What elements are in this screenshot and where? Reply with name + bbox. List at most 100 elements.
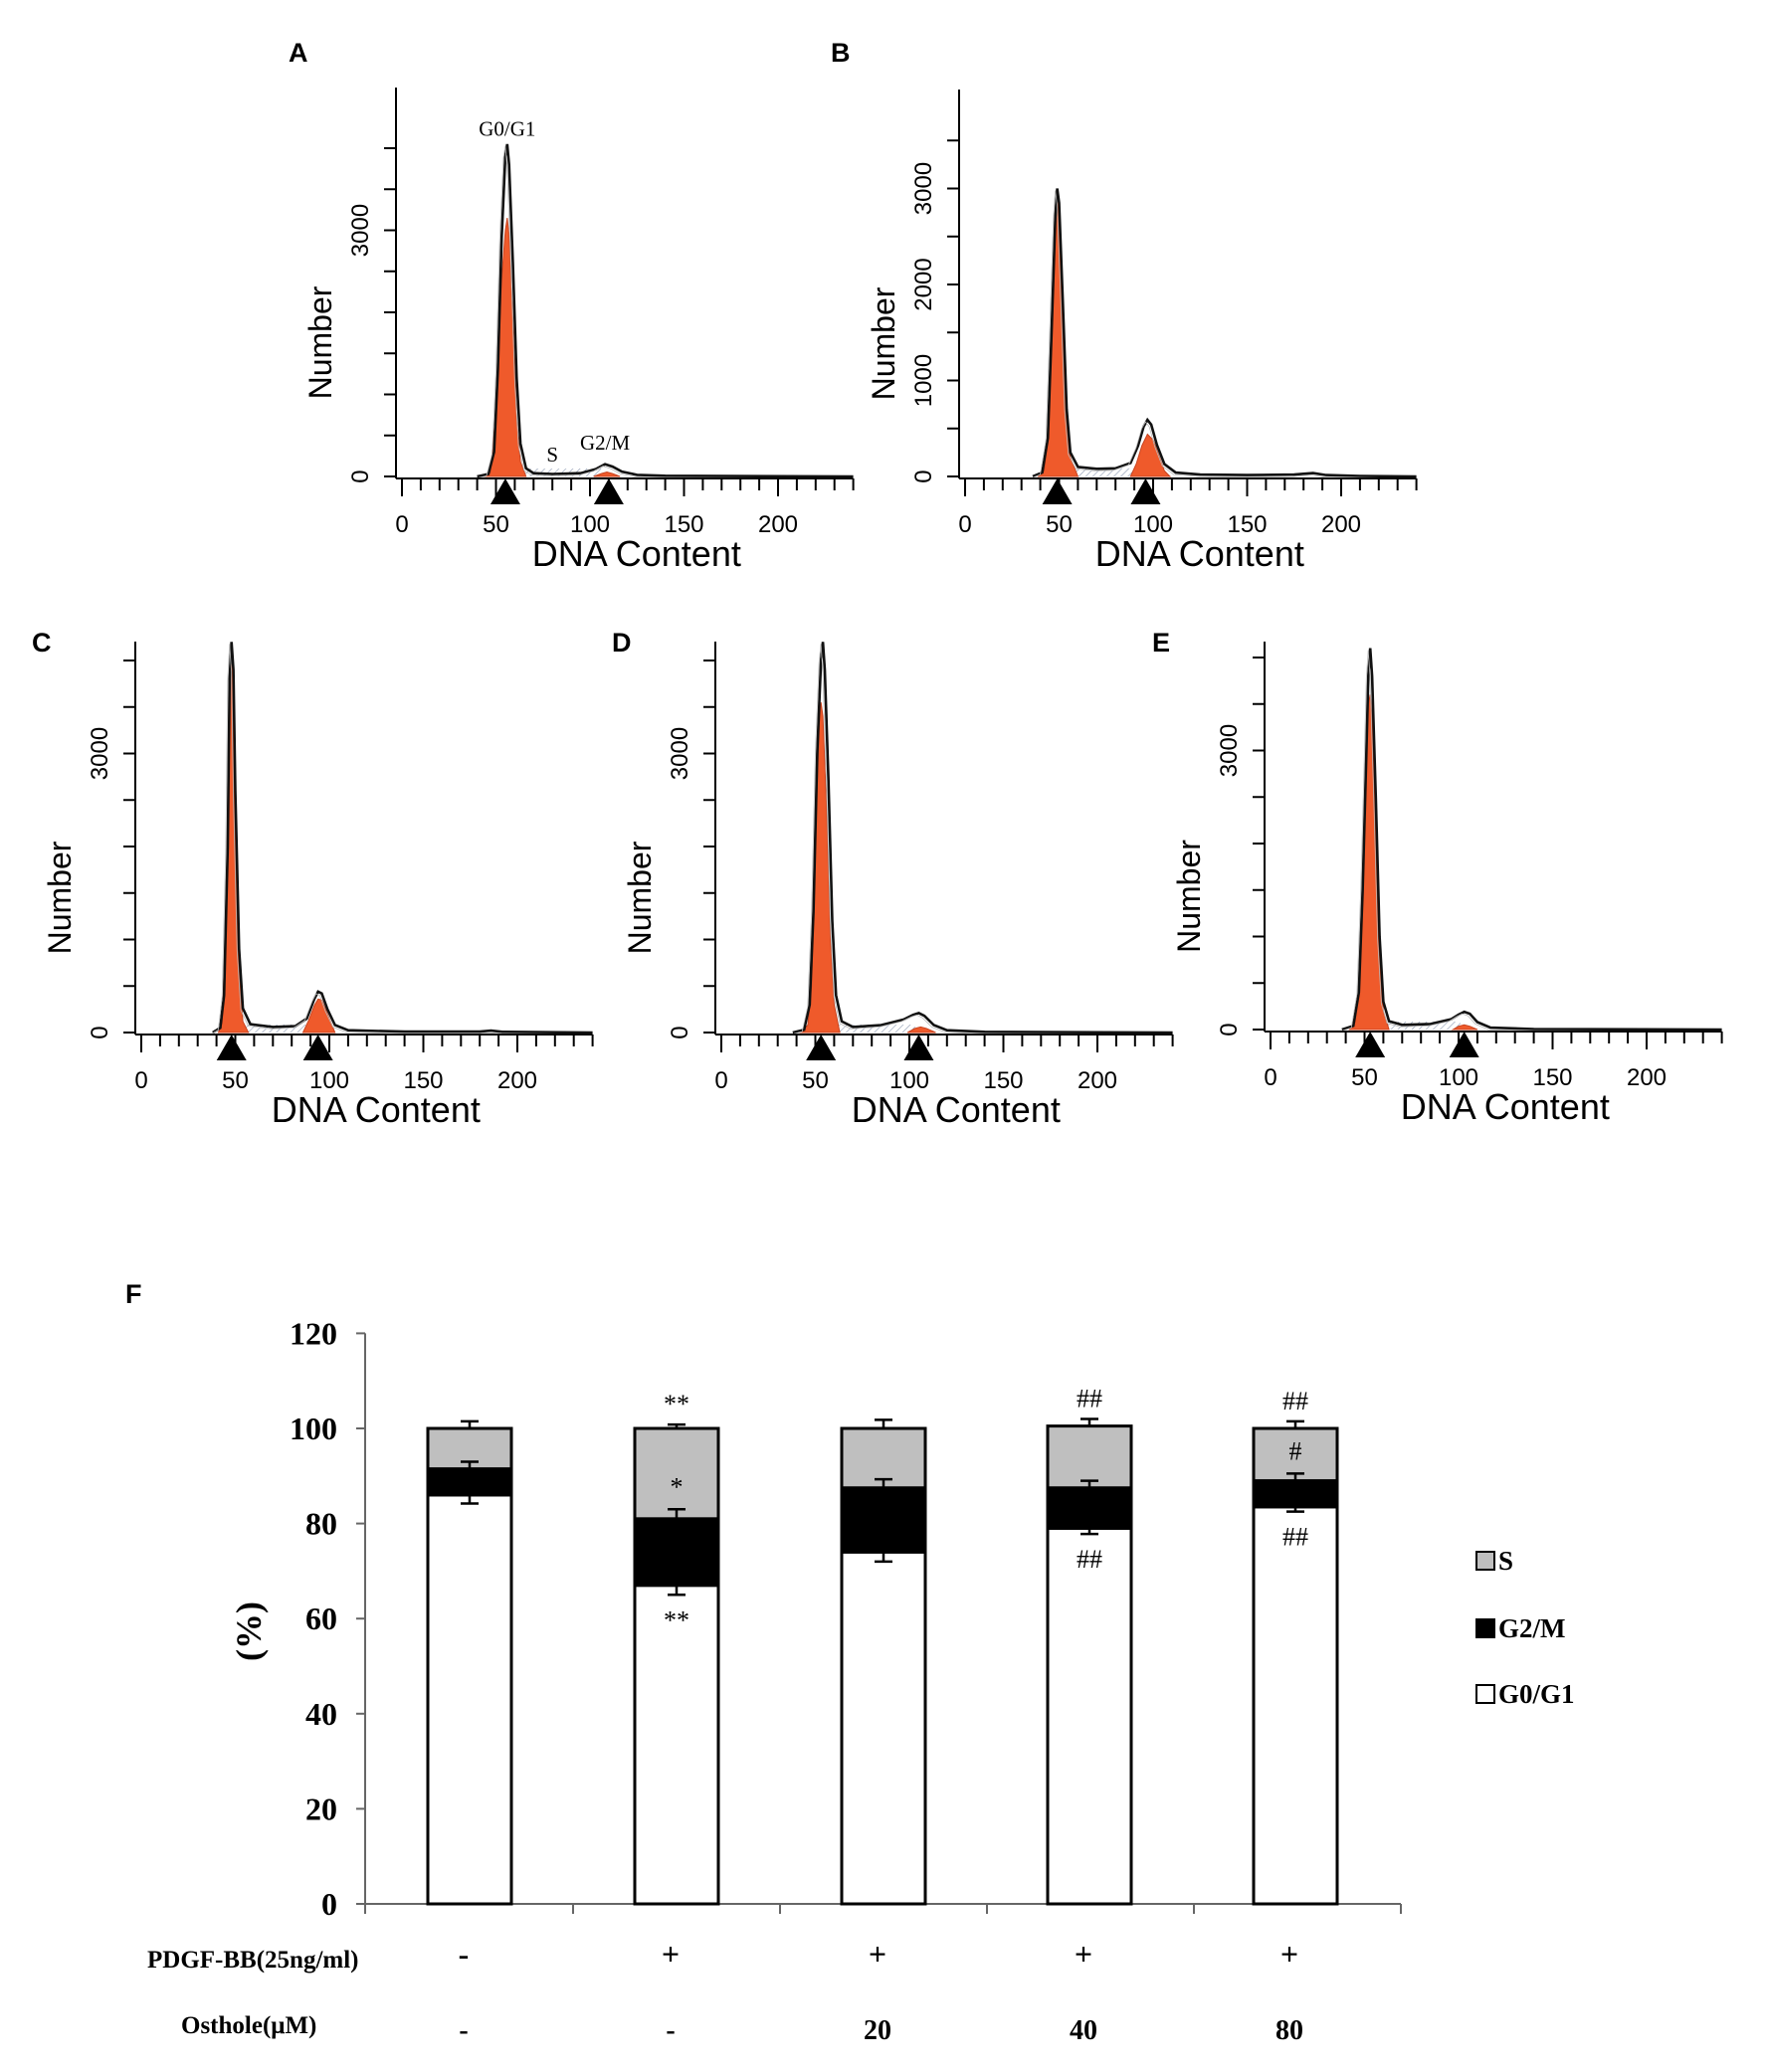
bar-segment-g0g1: [1252, 1505, 1339, 1906]
significance-mark: *: [671, 1472, 684, 1501]
x-tick-label: 50: [1046, 511, 1073, 538]
y-tick-label: 0: [667, 1026, 693, 1038]
gate-marker-triangle: [1042, 478, 1073, 504]
y-tick-label: 3000: [87, 727, 113, 780]
osthole-value: 80: [1275, 2015, 1303, 2046]
bar-segment-g2m: [633, 1517, 720, 1588]
x-tick-label: 0: [134, 1067, 147, 1094]
s-phase-band: [828, 1025, 915, 1033]
y-tick-label: 120: [290, 1315, 337, 1351]
y-tick-label: 3000: [910, 162, 937, 215]
x-tick-label: 200: [1078, 1067, 1117, 1094]
x-tick-label: 50: [483, 511, 509, 538]
gate-marker-triangle: [216, 1035, 247, 1060]
panel-label-c: C: [32, 628, 52, 658]
histogram-envelope-shadow: [790, 644, 1171, 1036]
histogram-envelope-shadow: [475, 145, 852, 479]
bar-segment-g2m: [1252, 1479, 1339, 1509]
bar-segment-g2m: [426, 1467, 513, 1497]
bar-segment-g0g1: [1046, 1526, 1133, 1906]
x-tick-label: 0: [714, 1067, 727, 1094]
legend-swatch-g2m: [1475, 1618, 1495, 1638]
histogram-envelope: [1341, 648, 1722, 1032]
y-axis-title: (%): [229, 1601, 269, 1661]
bar-segment-g0g1: [840, 1550, 927, 1906]
significance-mark: ##: [1282, 1523, 1308, 1552]
legend-swatch-g0g1: [1475, 1684, 1495, 1704]
gate-marker-triangle: [903, 1035, 934, 1060]
histogram-envelope: [1032, 188, 1417, 478]
y-tick-label: 3000: [1216, 724, 1243, 777]
panel-label-a: A: [289, 38, 308, 68]
osthole-value: 20: [864, 2015, 891, 2046]
pdgf-value: +: [1280, 1936, 1298, 1972]
g2m-peak-area: [1451, 1024, 1478, 1031]
pdgf-value: -: [459, 1936, 470, 1972]
significance-mark: ##: [1282, 1387, 1308, 1415]
x-tick-label: 100: [570, 511, 610, 538]
significance-mark: **: [664, 1605, 689, 1634]
gate-marker-triangle: [1130, 478, 1161, 504]
histogram-envelope-shadow: [1030, 190, 1415, 479]
y-tick-label: 0: [910, 470, 937, 482]
pdgf-row-label: PDGF-BB(25ng/ml): [147, 1947, 359, 1974]
panel-label-f: F: [125, 1279, 142, 1309]
x-tick-label: 100: [889, 1067, 929, 1094]
y-tick-label: 20: [305, 1790, 337, 1826]
x-axis-title: DNA Content: [532, 533, 741, 574]
panel-label-b: B: [831, 38, 851, 68]
pdgf-value: +: [869, 1936, 886, 1972]
histogram-envelope: [212, 642, 593, 1035]
x-tick-label: 150: [664, 511, 703, 538]
gate-marker-triangle: [1449, 1032, 1479, 1057]
x-axis-title: DNA Content: [1095, 533, 1304, 574]
x-tick-label: 100: [1439, 1064, 1478, 1091]
histogram-envelope-shadow: [1339, 650, 1720, 1033]
x-tick-label: 150: [983, 1067, 1023, 1094]
y-tick-label: 60: [305, 1601, 337, 1636]
x-tick-label: 0: [395, 511, 408, 538]
x-tick-label: 50: [802, 1067, 829, 1094]
bar-segment-s: [840, 1426, 927, 1490]
significance-mark: **: [664, 1390, 689, 1418]
histogram-envelope: [792, 642, 1173, 1035]
y-tick-label: 2000: [910, 258, 937, 310]
g0g1-peak-area: [799, 702, 841, 1034]
significance-mark: #: [1289, 1436, 1302, 1465]
osthole-row-label: Osthole(μM): [181, 2012, 316, 2039]
y-tick-label: 3000: [667, 727, 693, 780]
x-tick-label: 150: [1532, 1064, 1572, 1091]
histogram-envelope: [477, 143, 854, 478]
histogram-panel-e: 0 50 100 150 200 0 3000 DNA Content Number: [1171, 642, 1723, 1127]
histogram-envelope-shadow: [210, 644, 591, 1036]
legend-label: G0/G1: [1498, 1679, 1575, 1709]
y-tick-label: 0: [1216, 1023, 1243, 1036]
x-tick-label: 0: [1264, 1064, 1276, 1091]
bar-segment-g2m: [1046, 1486, 1133, 1530]
panel-label-d: D: [612, 628, 632, 658]
x-tick-label: 200: [758, 511, 798, 538]
g2m-peak-area: [301, 998, 336, 1034]
stacked-bar-chart-f: 020406080100120(%)--+-+20+40+80*****####…: [147, 1315, 1575, 2046]
x-tick-label: 100: [309, 1067, 349, 1094]
y-axis-title: Number: [302, 285, 338, 399]
legend-label: G2/M: [1498, 1613, 1566, 1643]
y-tick-label: 100: [290, 1411, 337, 1446]
y-axis-title: Number: [866, 286, 901, 400]
gate-marker-triangle: [302, 1035, 333, 1060]
panel-label-e: E: [1152, 628, 1170, 658]
x-tick-label: 100: [1133, 511, 1173, 538]
g2m-peak-area: [906, 1026, 936, 1034]
osthole-value: 40: [1070, 2015, 1097, 2046]
y-axis-title: Number: [622, 841, 658, 954]
s-phase-band: [1067, 468, 1138, 476]
x-tick-label: 0: [958, 511, 971, 538]
s-phase-band: [514, 469, 602, 476]
peak-label: S: [546, 443, 558, 467]
x-tick-label: 200: [1627, 1064, 1667, 1091]
y-axis-title: Number: [1171, 840, 1207, 953]
g2m-peak-area: [1129, 433, 1172, 477]
x-tick-label: 200: [497, 1067, 537, 1094]
legend-label: S: [1498, 1546, 1513, 1576]
